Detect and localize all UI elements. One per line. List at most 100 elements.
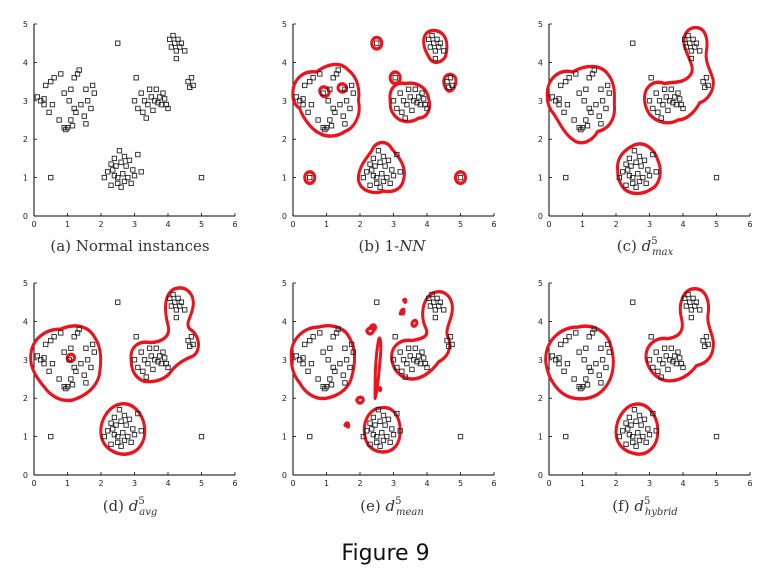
data-point	[638, 422, 644, 428]
x-tick-label: 2	[613, 220, 618, 229]
data-point	[41, 355, 47, 361]
data-point	[360, 174, 366, 181]
data-point	[571, 117, 577, 123]
data-point	[128, 180, 134, 187]
data-point	[372, 163, 378, 169]
data-point	[308, 101, 315, 108]
data-point	[330, 364, 336, 371]
data-point	[596, 372, 602, 378]
data-point	[143, 374, 149, 380]
data-point	[110, 167, 116, 173]
data-point	[372, 422, 378, 428]
data-point	[417, 360, 423, 367]
data-point	[131, 98, 138, 104]
y-tick-label: 3	[538, 356, 543, 365]
data-point	[370, 173, 377, 179]
data-point	[111, 414, 118, 421]
data-point	[668, 86, 674, 92]
data-point	[593, 360, 599, 367]
data-point	[566, 75, 572, 81]
data-point	[556, 360, 562, 367]
data-point	[41, 101, 47, 108]
data-point	[130, 426, 136, 432]
data-point	[168, 303, 174, 309]
data-point	[84, 98, 91, 104]
data-point	[101, 174, 108, 181]
data-point	[343, 357, 350, 363]
panel-caption-a: (a) Normal instances	[50, 237, 209, 255]
caption-italic: NN	[398, 237, 426, 255]
x-tick-label: 6	[232, 220, 237, 229]
data-point	[61, 90, 67, 96]
data-point	[583, 376, 589, 382]
data-point	[599, 357, 606, 363]
panel-b: 0 1 2 3 4 5 6 0 1 2 3 4 5	[282, 20, 497, 229]
data-point	[156, 353, 163, 359]
x-tick-label: 0	[31, 220, 36, 229]
data-point	[105, 169, 111, 175]
data-point	[626, 173, 633, 179]
data-point	[71, 105, 77, 112]
data-point	[148, 353, 154, 359]
x-tick-label: 1	[580, 479, 585, 488]
data-point	[369, 426, 375, 432]
data-point	[327, 86, 333, 92]
data-point	[444, 78, 450, 85]
x-tick-label: 3	[132, 479, 137, 488]
data-point	[71, 75, 77, 81]
y-tick-label: 2	[538, 394, 543, 403]
data-point	[441, 48, 447, 54]
data-point	[682, 36, 688, 43]
data-point	[598, 380, 604, 386]
data-point	[387, 439, 393, 446]
y-tick-label: 2	[282, 394, 287, 403]
x-tick-label: 3	[391, 479, 396, 488]
data-point	[640, 174, 646, 181]
data-point	[182, 307, 188, 313]
data-point	[633, 443, 639, 449]
data-point	[300, 360, 306, 367]
data-point	[110, 426, 116, 432]
data-point	[118, 159, 124, 165]
data-point	[69, 123, 76, 129]
data-point	[335, 67, 341, 73]
data-point	[374, 439, 380, 446]
data-point	[325, 357, 331, 363]
x-tick-label: 6	[491, 479, 496, 488]
data-point	[130, 167, 136, 173]
data-point	[123, 422, 129, 428]
data-point	[126, 157, 133, 163]
data-point	[161, 355, 168, 361]
data-point	[108, 182, 114, 188]
data-point	[46, 109, 52, 115]
data-point	[583, 345, 589, 351]
data-point	[446, 343, 452, 350]
data-point	[598, 121, 604, 127]
data-point	[558, 341, 564, 348]
x-tick-label: 5	[199, 479, 204, 488]
data-point	[382, 163, 388, 169]
data-point	[673, 360, 679, 367]
x-tick-label: 1	[324, 479, 329, 488]
data-point	[412, 345, 418, 351]
data-point	[81, 113, 87, 119]
y-tick-label: 5	[23, 20, 28, 29]
data-point	[150, 107, 156, 114]
data-point	[185, 78, 191, 85]
data-point	[310, 75, 316, 81]
data-point	[653, 428, 659, 434]
data-point	[160, 90, 166, 96]
data-point	[58, 330, 64, 336]
data-point	[625, 167, 631, 173]
data-point	[188, 334, 195, 340]
data-point	[399, 109, 405, 115]
data-point	[675, 349, 681, 355]
caption-label: (d)	[103, 497, 129, 515]
data-point	[394, 410, 400, 417]
data-point	[138, 90, 144, 96]
y-tick-label: 0	[282, 471, 287, 480]
data-point	[377, 184, 383, 190]
y-tick-label: 2	[538, 135, 543, 144]
data-point	[436, 44, 442, 50]
data-point	[394, 105, 400, 112]
